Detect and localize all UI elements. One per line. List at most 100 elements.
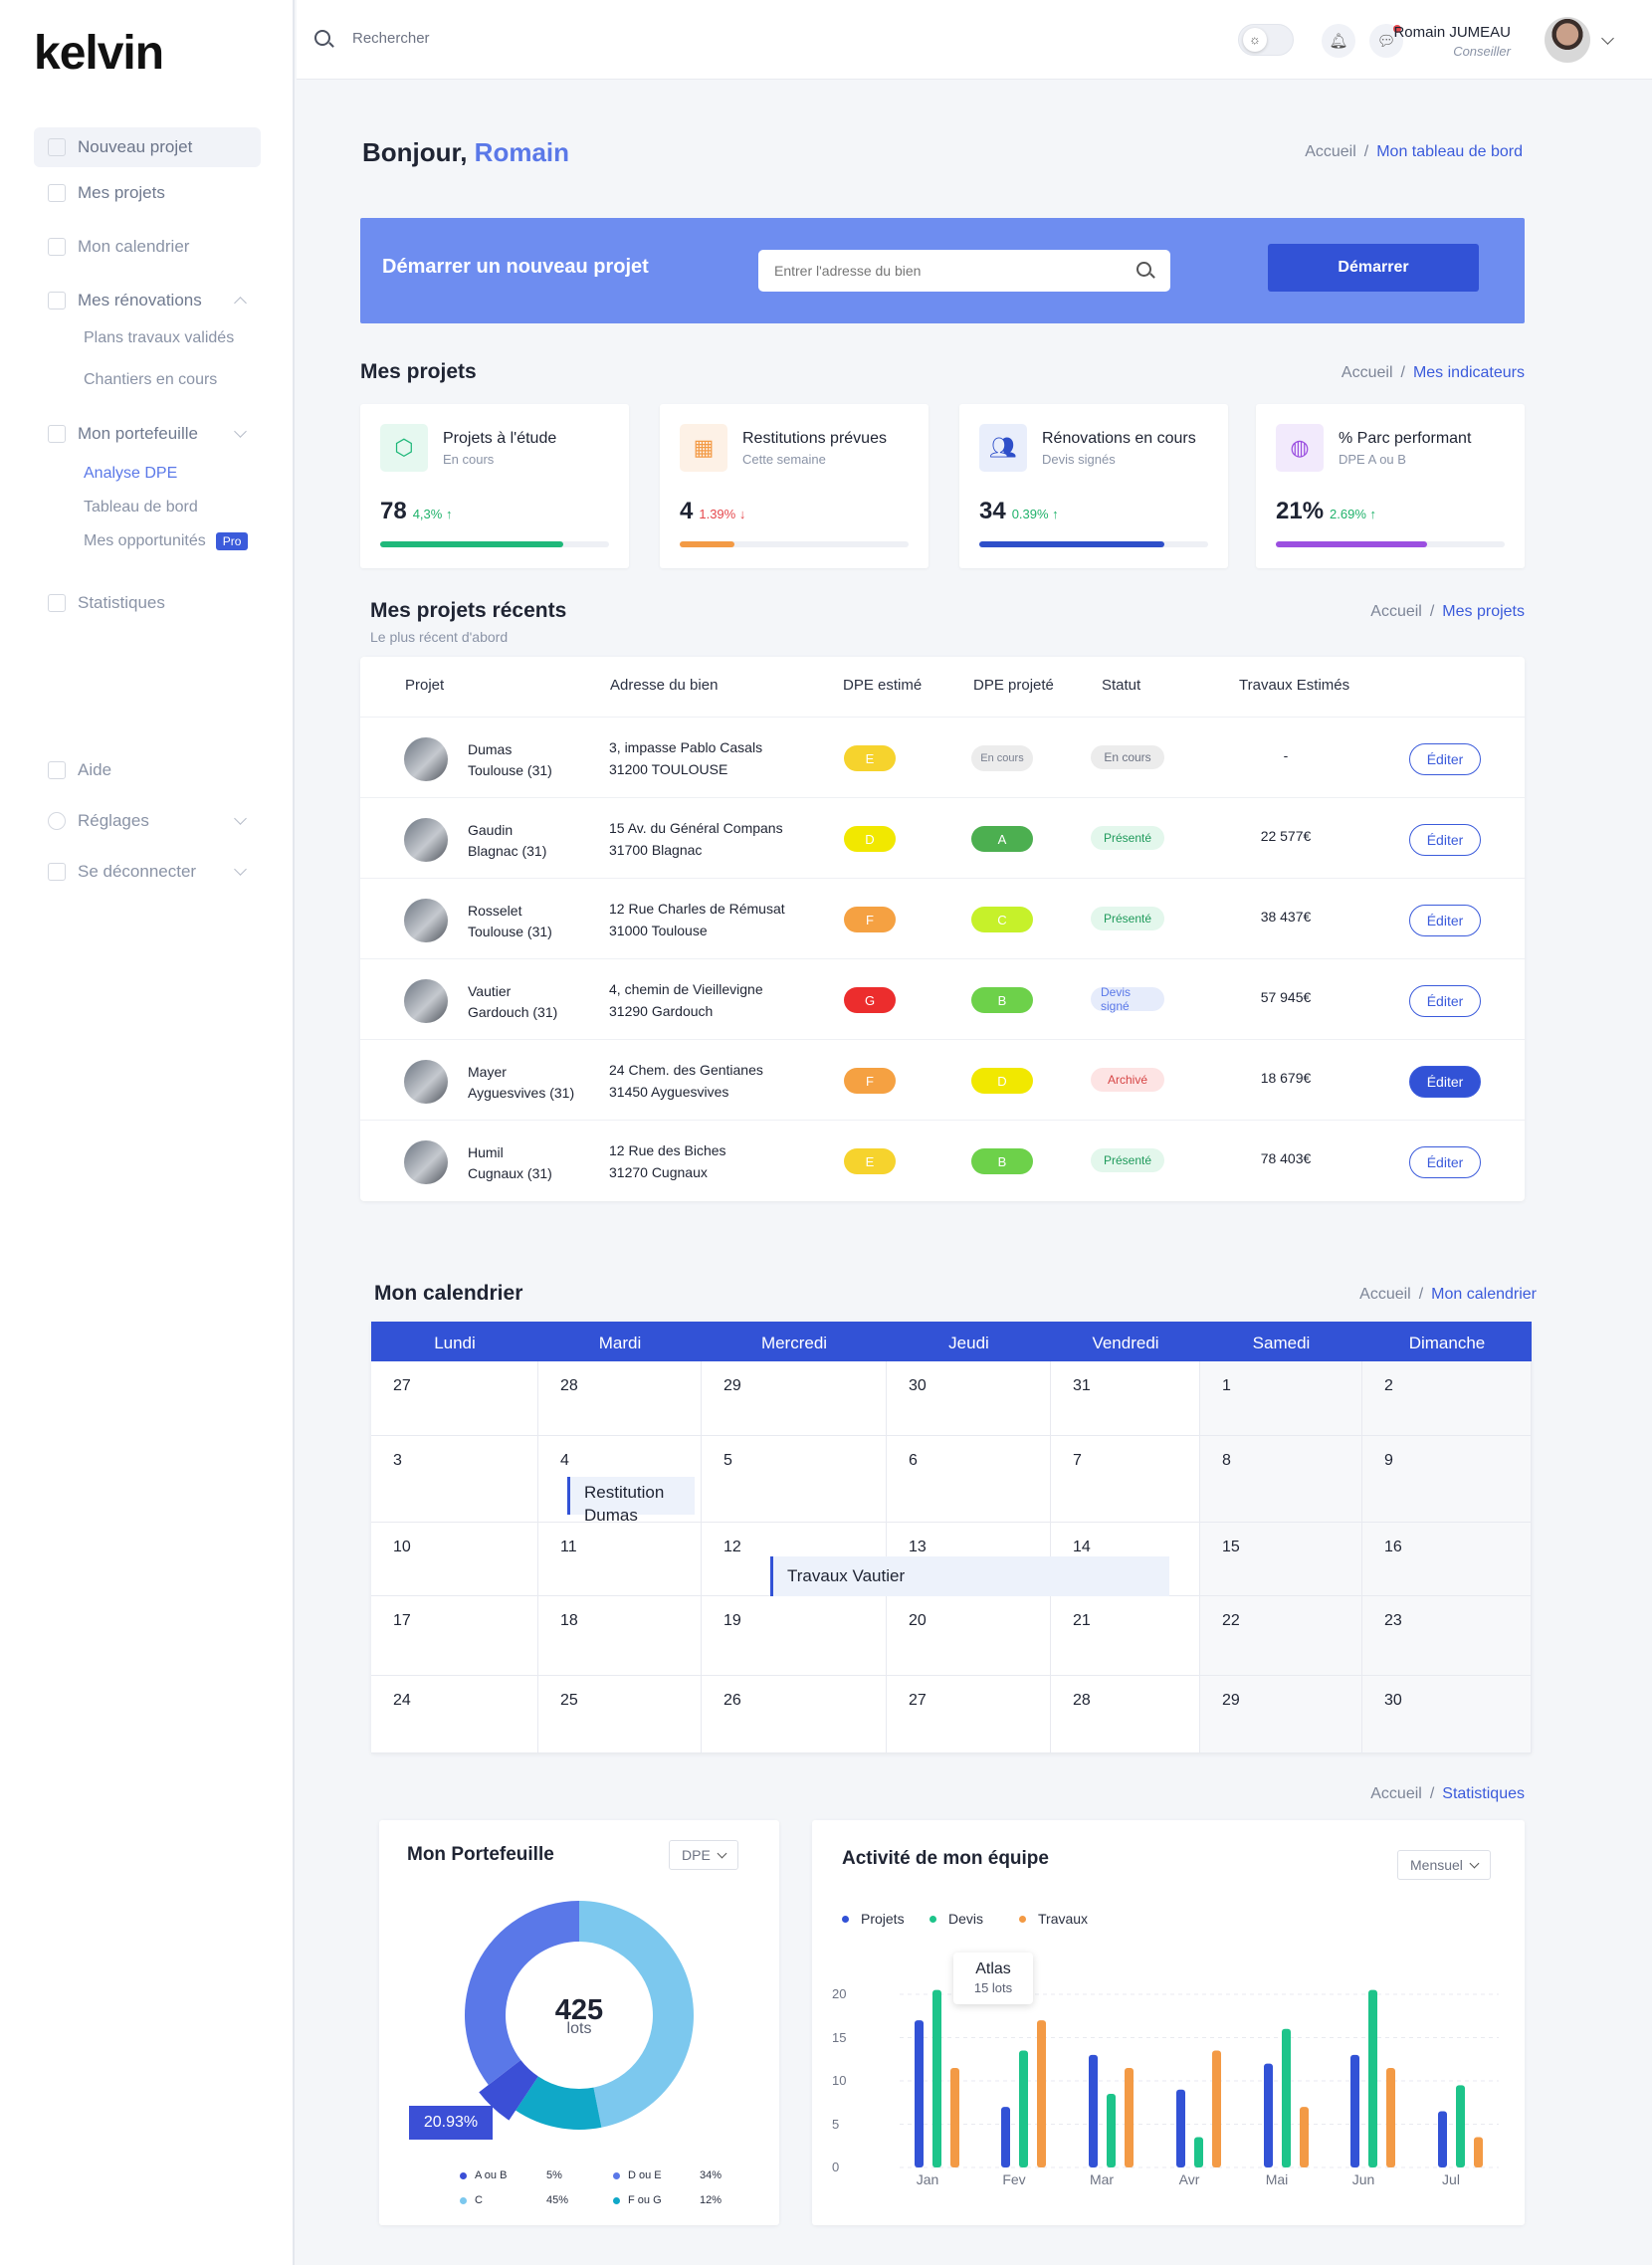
kpi-card[interactable]: ◍ % Parc performant DPE A ou B 21% 2.69% … bbox=[1256, 404, 1525, 568]
edit-button[interactable]: Éditer bbox=[1409, 1066, 1481, 1098]
sidebar-item-calendar[interactable]: Mon calendrier bbox=[34, 227, 261, 267]
calendar-cell[interactable]: 28 bbox=[1051, 1676, 1200, 1753]
sidebar-item-portfolio[interactable]: Mon portefeuille bbox=[34, 414, 261, 454]
calendar-cell[interactable]: 30 bbox=[887, 1361, 1051, 1436]
calendar-cell[interactable]: 26 bbox=[702, 1676, 887, 1753]
sidebar-item-logout[interactable]: Se déconnecter bbox=[34, 852, 261, 892]
bar-projets[interactable] bbox=[1438, 2111, 1447, 2167]
bar-projets[interactable] bbox=[1001, 2107, 1010, 2167]
calendar-event[interactable]: Restitution Dumas bbox=[567, 1477, 695, 1525]
calendar-cell[interactable]: 6 bbox=[887, 1436, 1051, 1523]
bar-devis[interactable] bbox=[932, 1989, 941, 2167]
calendar-cell[interactable]: 25 bbox=[538, 1676, 702, 1753]
kpi-card[interactable]: 👥︎ Rénovations en cours Devis signés 34 0… bbox=[959, 404, 1228, 568]
calendar-cell[interactable]: 19 bbox=[702, 1596, 887, 1676]
calendar-cell[interactable]: 20 bbox=[887, 1596, 1051, 1676]
donut-slice[interactable] bbox=[465, 1901, 579, 2086]
calendar-cell[interactable]: 29 bbox=[1200, 1676, 1362, 1753]
sidebar-sub-dpe-analysis[interactable]: Analyse DPE bbox=[84, 465, 178, 482]
chevron-down-icon[interactable] bbox=[1601, 32, 1614, 45]
notifications-button[interactable]: 🔔︎ bbox=[1322, 24, 1355, 58]
bar-devis[interactable] bbox=[1019, 2050, 1028, 2167]
bar-travaux[interactable] bbox=[950, 2067, 959, 2167]
sidebar-sub-opportunities[interactable]: Mes opportunités Pro bbox=[84, 532, 249, 550]
calendar-cell[interactable]: 16 bbox=[1362, 1523, 1532, 1596]
edit-button[interactable]: Éditer bbox=[1409, 824, 1481, 856]
donut-slice[interactable] bbox=[516, 2076, 602, 2130]
calendar-cell[interactable]: 7 bbox=[1051, 1436, 1200, 1523]
donut-slice[interactable] bbox=[479, 2060, 538, 2121]
edit-button[interactable]: Éditer bbox=[1409, 905, 1481, 936]
bar-devis[interactable] bbox=[1282, 2028, 1291, 2167]
sidebar-item-settings[interactable]: Réglages bbox=[34, 801, 261, 841]
sidebar-sub-dashboard[interactable]: Tableau de bord bbox=[84, 499, 198, 515]
calendar-cell[interactable]: 23 bbox=[1362, 1596, 1532, 1676]
sidebar-item-stats[interactable]: Statistiques bbox=[34, 583, 261, 623]
bar-travaux[interactable] bbox=[1386, 2067, 1395, 2167]
calendar-cell[interactable]: 1 bbox=[1200, 1361, 1362, 1436]
search-icon[interactable] bbox=[314, 30, 330, 46]
search-input[interactable]: Rechercher bbox=[352, 30, 430, 47]
calendar-cell[interactable]: 4 bbox=[538, 1436, 702, 1523]
period-dropdown[interactable]: Mensuel bbox=[1397, 1850, 1491, 1880]
sidebar-sub-validated-plans[interactable]: Plans travaux validés bbox=[84, 329, 235, 346]
bar-projets[interactable] bbox=[1176, 2089, 1185, 2167]
bar-travaux[interactable] bbox=[1474, 2137, 1483, 2167]
bar-travaux[interactable] bbox=[1125, 2067, 1134, 2167]
bar-projets[interactable] bbox=[915, 2020, 924, 2167]
bar-travaux[interactable] bbox=[1300, 2107, 1309, 2167]
calendar-cell[interactable]: 15 bbox=[1200, 1523, 1362, 1596]
sidebar-item-help[interactable]: Aide bbox=[34, 750, 261, 790]
calendar-event[interactable]: Travaux Vautier bbox=[770, 1556, 1169, 1596]
messages-button[interactable]: 💬︎ bbox=[1369, 24, 1403, 58]
kpi-card[interactable]: ⬡ Projets à l'étude En cours 78 4,3% ↑ bbox=[360, 404, 629, 568]
donut-slice[interactable] bbox=[579, 1901, 694, 2128]
calendar-cell[interactable]: 3 bbox=[371, 1436, 538, 1523]
calendar-cell[interactable]: 17 bbox=[371, 1596, 538, 1676]
calendar-cell[interactable]: 2 bbox=[1362, 1361, 1532, 1436]
bar-devis[interactable] bbox=[1107, 2094, 1116, 2167]
sidebar-item-projects[interactable]: Mes projets bbox=[34, 173, 261, 213]
sidebar-item-new-project[interactable]: Nouveau projet bbox=[34, 127, 261, 167]
breadcrumb-home[interactable]: Accueil bbox=[1341, 364, 1393, 381]
kpi-card[interactable]: ▦ Restitutions prévues Cette semaine 4 1.… bbox=[660, 404, 929, 568]
bar-devis[interactable] bbox=[1456, 2085, 1465, 2167]
breadcrumb-home[interactable]: Accueil bbox=[1305, 143, 1356, 160]
calendar-cell[interactable]: 10 bbox=[371, 1523, 538, 1596]
bar-projets[interactable] bbox=[1089, 2054, 1098, 2167]
calendar-cell[interactable]: 31 bbox=[1051, 1361, 1200, 1436]
calendar-cell[interactable]: 28 bbox=[538, 1361, 702, 1436]
calendar-cell[interactable]: 29 bbox=[702, 1361, 887, 1436]
calendar-cell[interactable]: 11 bbox=[538, 1523, 702, 1596]
bar-projets[interactable] bbox=[1350, 2054, 1359, 2167]
sidebar-sub-ongoing-sites[interactable]: Chantiers en cours bbox=[84, 371, 218, 388]
calendar-cell[interactable]: 22 bbox=[1200, 1596, 1362, 1676]
bar-devis[interactable] bbox=[1368, 1989, 1377, 2167]
bar-projets[interactable] bbox=[1264, 2063, 1273, 2167]
app-logo[interactable]: kelvin bbox=[34, 27, 164, 80]
calendar-cell[interactable]: 30 bbox=[1362, 1676, 1532, 1753]
bar-devis[interactable] bbox=[1194, 2137, 1203, 2167]
edit-button[interactable]: Éditer bbox=[1409, 743, 1481, 775]
edit-button[interactable]: Éditer bbox=[1409, 985, 1481, 1017]
breadcrumb-home[interactable]: Accueil bbox=[1370, 603, 1422, 620]
calendar-cell[interactable]: 8 bbox=[1200, 1436, 1362, 1523]
search-icon[interactable] bbox=[1136, 262, 1151, 277]
dpe-dropdown[interactable]: DPE bbox=[669, 1840, 738, 1870]
breadcrumb-home[interactable]: Accueil bbox=[1359, 1286, 1411, 1303]
address-input[interactable] bbox=[758, 250, 1170, 292]
sidebar-item-renovations[interactable]: Mes rénovations bbox=[34, 281, 261, 320]
calendar-cell[interactable]: 9 bbox=[1362, 1436, 1532, 1523]
start-button[interactable]: Démarrer bbox=[1268, 244, 1479, 292]
calendar-cell[interactable]: 24 bbox=[371, 1676, 538, 1753]
calendar-cell[interactable]: 27 bbox=[371, 1361, 538, 1436]
avatar[interactable] bbox=[1545, 17, 1590, 63]
theme-toggle[interactable]: ☼ bbox=[1238, 24, 1294, 56]
bar-travaux[interactable] bbox=[1212, 2050, 1221, 2167]
edit-button[interactable]: Éditer bbox=[1409, 1146, 1481, 1178]
bar-travaux[interactable] bbox=[1037, 2020, 1046, 2167]
calendar-cell[interactable]: 18 bbox=[538, 1596, 702, 1676]
calendar-cell[interactable]: 21 bbox=[1051, 1596, 1200, 1676]
calendar-cell[interactable]: 27 bbox=[887, 1676, 1051, 1753]
breadcrumb-home[interactable]: Accueil bbox=[1370, 1785, 1422, 1802]
